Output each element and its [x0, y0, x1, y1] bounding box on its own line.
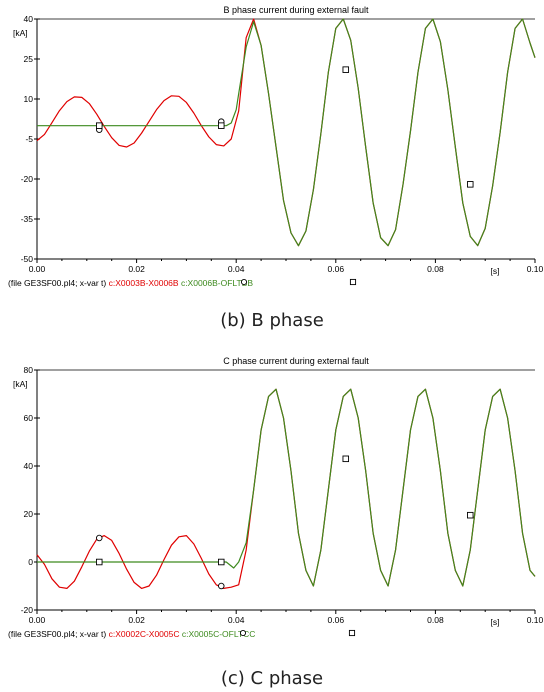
figure-caption: (c) C phase — [221, 668, 323, 689]
x-tick-label: 0.06 — [328, 615, 345, 625]
y-unit-label: [kA] — [13, 28, 28, 38]
y-tick-label: -5 — [25, 134, 33, 144]
legend-marker-circle — [239, 629, 247, 637]
legend-entry-1: c:X0002C-X0005C — [109, 629, 182, 639]
legend: (file GE3SF00.pl4; x-var t) c:X0003B-X00… — [8, 278, 253, 288]
legend-file-label: (file GE3SF00.pl4; x-var t) — [8, 278, 109, 288]
legend-marker-square — [348, 629, 356, 637]
series-line-2 — [37, 18, 536, 247]
figure-caption: (b) B phase — [220, 310, 324, 331]
x-tick-label: 0.04 — [228, 264, 245, 274]
series-line-1 — [36, 388, 536, 590]
y-tick-label: 0 — [28, 557, 33, 567]
y-tick-label: 40 — [24, 14, 34, 24]
y-tick-label: 20 — [24, 509, 34, 519]
series-marker-square — [95, 558, 103, 566]
x-tick-label: 0.08 — [427, 264, 444, 274]
x-tick-label: 0.00 — [29, 264, 46, 274]
y-tick-label: 80 — [24, 365, 34, 375]
series-marker-square — [95, 122, 103, 129]
x-tick-label: 0.00 — [29, 615, 46, 625]
series-marker-square — [342, 66, 350, 73]
series-marker-square — [467, 511, 474, 519]
y-tick-label: 40 — [24, 461, 34, 471]
x-unit-label: [s] — [491, 266, 500, 276]
y-tick-label: -20 — [21, 174, 34, 184]
x-tick-label: 0.08 — [427, 615, 444, 625]
series-marker-square — [342, 455, 350, 463]
legend-entry-2: c:X0006B-OFLTBB — [181, 278, 253, 288]
series-marker-circle — [218, 582, 225, 590]
series-marker-square — [467, 181, 474, 188]
legend: (file GE3SF00.pl4; x-var t) c:X0002C-X00… — [8, 629, 255, 639]
y-tick-label: -50 — [21, 254, 34, 264]
y-tick-label: -35 — [21, 214, 34, 224]
x-tick-label: 0.02 — [128, 615, 145, 625]
x-tick-label: 0.04 — [228, 615, 245, 625]
y-tick-label: -20 — [21, 605, 34, 615]
x-tick-label: 0.02 — [128, 264, 145, 274]
chart-panel-2: C phase current during external fault 80 6… — [8, 356, 544, 689]
series-marker-square — [218, 558, 225, 566]
x-tick-label: 0.10 — [527, 615, 544, 625]
legend-marker-circle — [240, 278, 248, 286]
x-tick-label: 0.06 — [328, 264, 345, 274]
legend-marker-square — [349, 278, 357, 286]
legend-entry-2: c:X0005C-OFLTCC — [182, 629, 256, 639]
legend-file-label: (file GE3SF00.pl4; x-var t) — [8, 629, 109, 639]
y-unit-label: [kA] — [13, 379, 28, 389]
series-line-2 — [37, 388, 536, 587]
series-marker-circle — [95, 534, 103, 542]
x-unit-label: [s] — [491, 617, 500, 627]
legend-entry-1: c:X0003B-X0006B — [109, 278, 181, 288]
y-tick-label: 25 — [24, 54, 34, 64]
chart-panel-1: B phase current during external fault 40 2… — [8, 5, 544, 331]
series-marker-square — [218, 122, 225, 129]
chart-title: C phase current during external fault — [223, 356, 369, 366]
y-tick-label: 10 — [24, 94, 34, 104]
chart-title: B phase current during external fault — [223, 5, 369, 15]
y-tick-label: 60 — [24, 413, 34, 423]
x-tick-label: 0.10 — [527, 264, 544, 274]
